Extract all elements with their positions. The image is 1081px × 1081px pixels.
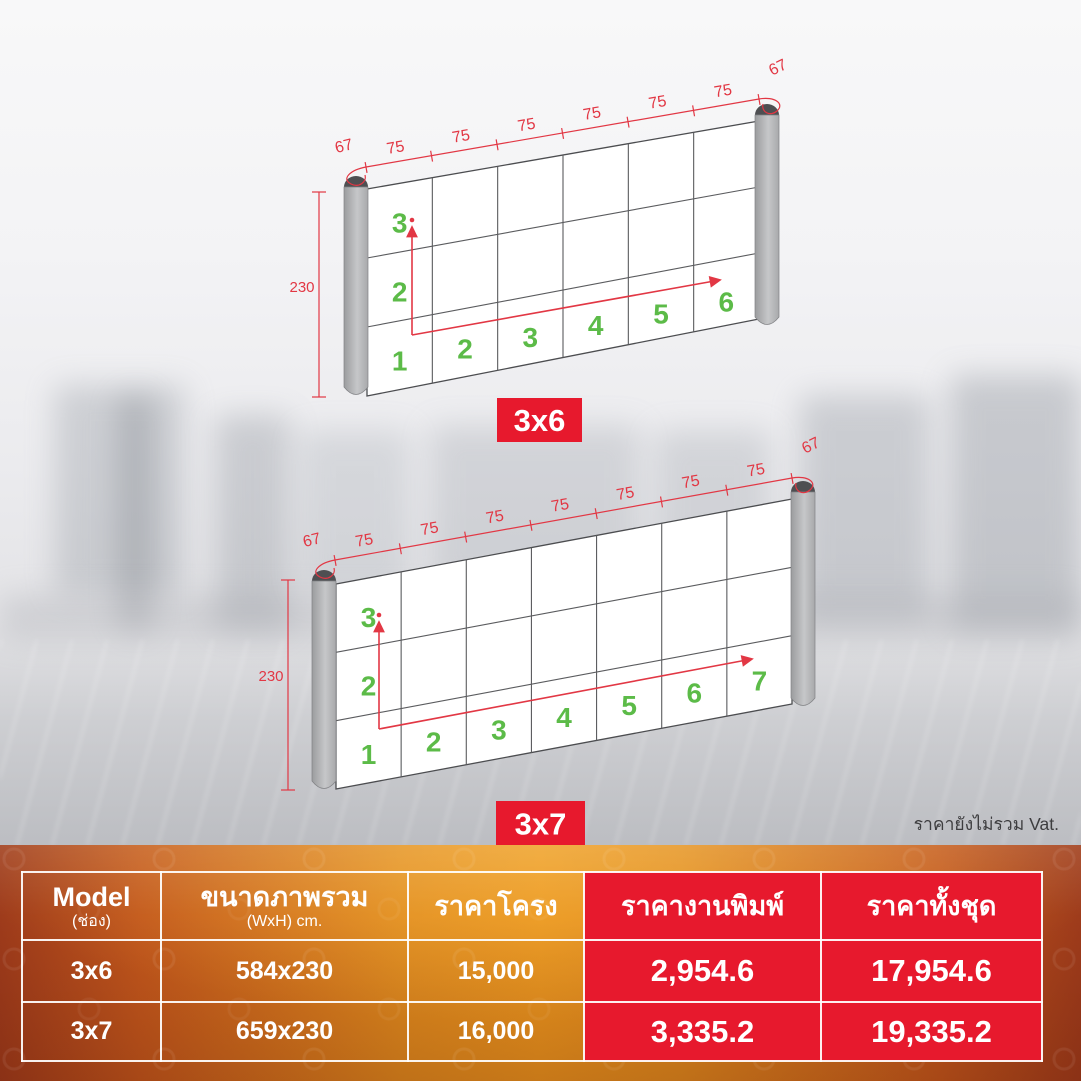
pole-left <box>343 176 369 395</box>
svg-text:2: 2 <box>392 277 408 308</box>
pole-right <box>790 481 816 706</box>
svg-text:75: 75 <box>385 138 406 158</box>
cell-full-set-price: 17,954.6 <box>820 939 1043 1003</box>
price-table: Model (ช่อง) ขนาดภาพรวม (WxH) cm. ราคาโค… <box>21 871 1043 1062</box>
header-line1: ขนาดภาพรวม <box>200 881 369 912</box>
table-row-3x7: 3x7 659x230 16,000 3,335.2 19,335.2 <box>21 1001 1043 1062</box>
svg-text:3: 3 <box>361 602 377 633</box>
header-line2: (ช่อง) <box>72 912 111 930</box>
svg-text:3: 3 <box>491 714 507 745</box>
decorative-shape <box>800 395 930 620</box>
svg-text:6: 6 <box>719 287 735 318</box>
panel-grid <box>366 132 760 384</box>
size-label-box <box>496 801 585 845</box>
svg-text:7: 7 <box>752 665 768 696</box>
header-line2: (WxH) cm. <box>246 912 323 930</box>
svg-text:75: 75 <box>647 93 668 113</box>
svg-text:4: 4 <box>588 310 604 341</box>
svg-text:2: 2 <box>426 727 442 758</box>
panel-face <box>335 498 793 790</box>
cell-frame-price: 15,000 <box>407 939 585 1003</box>
col-header-model: Model (ช่อง) <box>21 871 162 941</box>
col-header-overall-size: ขนาดภาพรวม (WxH) cm. <box>160 871 409 941</box>
svg-text:1: 1 <box>392 346 408 377</box>
svg-text:75: 75 <box>746 461 767 481</box>
svg-text:75: 75 <box>516 116 537 136</box>
svg-text:3x6: 3x6 <box>514 403 566 438</box>
svg-text:230: 230 <box>258 668 283 685</box>
col-header-frame-price: ราคาโครง <box>407 871 585 941</box>
svg-text:75: 75 <box>615 484 636 504</box>
cell-full-set-price: 19,335.2 <box>820 1001 1043 1062</box>
svg-text:2: 2 <box>457 333 473 364</box>
price-band: Model (ช่อง) ขนาดภาพรวม (WxH) cm. ราคาโค… <box>0 845 1081 1081</box>
svg-text:75: 75 <box>550 496 571 516</box>
count-arrows <box>406 217 722 336</box>
svg-text:75: 75 <box>354 531 375 551</box>
pole-right <box>754 104 780 325</box>
header-line1: Model <box>52 881 131 912</box>
cell-print-price: 2,954.6 <box>583 939 822 1003</box>
svg-text:75: 75 <box>681 472 702 492</box>
svg-text:3x7: 3x7 <box>515 807 567 842</box>
vat-note: ราคายังไม่รวม Vat. <box>913 814 1059 834</box>
svg-text:67: 67 <box>766 56 790 79</box>
col-header-print-price: ราคางานพิมพ์ <box>583 871 822 941</box>
svg-text:75: 75 <box>485 508 506 528</box>
cell-frame-price: 16,000 <box>407 1001 585 1062</box>
diagram-3x6: 75 75 75 75 75 75 67 67 230 3 2 1 2 3 4 5 6 3x6 <box>289 56 790 442</box>
cell-size: 659x230 <box>160 1001 409 1062</box>
width-dimension <box>346 93 781 186</box>
decorative-shape <box>55 385 185 595</box>
cell-print-price: 3,335.2 <box>583 1001 822 1062</box>
svg-text:3: 3 <box>523 322 539 353</box>
header-line1: ราคาโครง <box>434 891 558 921</box>
svg-text:75: 75 <box>582 104 603 124</box>
table-row-3x6: 3x6 584x230 15,000 2,954.6 17,954.6 <box>21 939 1043 1003</box>
count-arrows <box>373 612 754 730</box>
cell-model: 3x6 <box>21 939 162 1003</box>
svg-text:6: 6 <box>686 678 702 709</box>
height-dimension <box>312 191 326 398</box>
svg-text:75: 75 <box>713 82 734 102</box>
svg-text:3: 3 <box>392 208 408 239</box>
width-dimension <box>315 472 814 579</box>
svg-text:75: 75 <box>451 127 472 147</box>
header-line1: ราคาทั้งชุด <box>866 891 997 921</box>
decorative-shape <box>118 395 152 630</box>
panel-grid <box>335 511 793 777</box>
col-header-full-set-price: ราคาทั้งชุด <box>820 871 1043 941</box>
svg-text:5: 5 <box>653 298 669 329</box>
pole-left <box>311 570 337 789</box>
svg-text:67: 67 <box>301 530 322 551</box>
header-row: Model (ช่อง) ขนาดภาพรวม (WxH) cm. ราคาโค… <box>21 871 1043 941</box>
height-dimension <box>281 579 295 791</box>
mall-background <box>0 0 1081 845</box>
decorative-shape <box>215 415 290 630</box>
svg-text:2: 2 <box>361 671 377 702</box>
svg-text:75: 75 <box>419 519 440 539</box>
cell-size: 584x230 <box>160 939 409 1003</box>
svg-text:67: 67 <box>799 434 823 457</box>
svg-text:5: 5 <box>621 690 637 721</box>
size-label-box <box>497 398 582 442</box>
header-line1: ราคางานพิมพ์ <box>620 891 785 921</box>
svg-text:1: 1 <box>361 739 377 770</box>
svg-text:67: 67 <box>333 136 354 157</box>
decorative-shape <box>950 375 1081 630</box>
cell-model: 3x7 <box>21 1001 162 1062</box>
svg-text:4: 4 <box>556 702 572 733</box>
svg-text:230: 230 <box>289 279 314 296</box>
